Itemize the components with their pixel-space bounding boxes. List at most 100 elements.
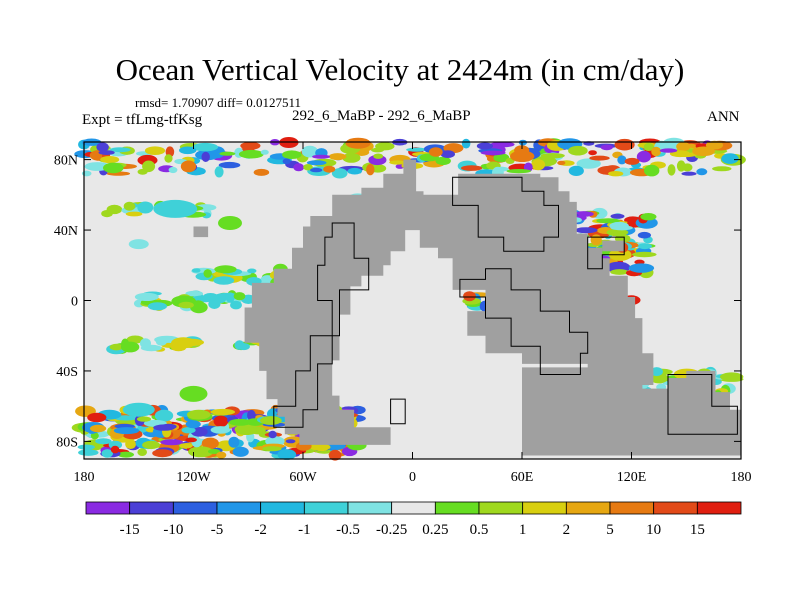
velocity-patch xyxy=(696,168,708,176)
velocity-patch xyxy=(667,164,676,176)
velocity-patch xyxy=(277,449,297,460)
stats-text: rmsd= 1.70907 diff= 0.0127511 xyxy=(135,95,301,110)
velocity-patch xyxy=(160,423,177,430)
velocity-patch xyxy=(312,154,331,159)
coastline xyxy=(459,268,589,375)
velocity-patch xyxy=(137,448,147,456)
velocity-patch xyxy=(651,146,661,157)
colorbar-swatch xyxy=(522,501,567,515)
chart-title: Ocean Vertical Velocity at 2424m (in cm/… xyxy=(115,52,685,87)
velocity-patch xyxy=(140,338,151,349)
velocity-patch xyxy=(208,449,221,454)
velocity-patch xyxy=(373,153,384,159)
velocity-patch xyxy=(179,146,197,155)
velocity-patch xyxy=(606,228,629,237)
velocity-patch xyxy=(152,449,173,458)
velocity-patch xyxy=(596,218,621,224)
velocity-patch xyxy=(476,142,493,150)
velocity-patch xyxy=(214,166,224,178)
colorbar-swatch xyxy=(260,501,305,515)
velocity-patch xyxy=(540,153,565,159)
y-tick-label: 80N xyxy=(54,154,78,169)
velocity-patch xyxy=(110,147,131,153)
x-tick-label: 120E xyxy=(617,470,647,485)
velocity-patch xyxy=(721,153,739,164)
velocity-patch xyxy=(216,451,227,459)
velocity-patch xyxy=(218,161,241,169)
colorbar-label: -2 xyxy=(254,522,267,538)
colorbar-swatch xyxy=(565,501,611,515)
velocity-patch xyxy=(624,157,640,165)
velocity-patch xyxy=(406,147,428,152)
velocity-patch xyxy=(81,170,92,177)
colorbar-label: 1 xyxy=(519,522,527,538)
x-tick-label: 180 xyxy=(731,470,752,485)
velocity-patch xyxy=(219,151,236,156)
velocity-patch xyxy=(210,408,236,416)
velocity-patch xyxy=(156,338,167,346)
colorbar-label: -1 xyxy=(298,522,311,538)
velocity-patch xyxy=(137,201,154,214)
velocity-patch xyxy=(306,160,327,166)
colorbar-label: -10 xyxy=(163,522,183,538)
velocity-patch xyxy=(347,167,363,175)
velocity-patch xyxy=(142,440,161,450)
colorbar-label: 10 xyxy=(646,522,661,538)
velocity-patch xyxy=(77,444,95,450)
velocity-patch xyxy=(213,276,235,285)
velocity-patch xyxy=(225,292,235,303)
velocity-patch xyxy=(185,290,203,297)
velocity-patch xyxy=(178,301,194,309)
land-continent-main xyxy=(244,159,654,445)
velocity-patch xyxy=(95,438,112,445)
velocity-patch xyxy=(260,416,282,425)
velocity-patch xyxy=(371,147,384,153)
case-label: 292_6_MaBP - 292_6_MaBP xyxy=(292,108,471,124)
coastlines xyxy=(273,176,738,435)
velocity-patch xyxy=(218,216,242,231)
velocity-patch xyxy=(247,409,256,421)
velocity-patch xyxy=(210,426,231,434)
velocity-patch xyxy=(428,147,443,157)
coastline xyxy=(273,222,370,428)
velocity-patch xyxy=(692,146,715,157)
velocity-patch xyxy=(181,427,196,434)
velocity-patch xyxy=(282,158,291,165)
velocity-patch xyxy=(531,159,546,171)
velocity-patch xyxy=(186,409,211,420)
experiment-label: Expt = tfLmg-tfKsg xyxy=(82,112,203,128)
velocity-patch xyxy=(128,239,149,250)
velocity-patch xyxy=(600,144,613,151)
velocity-patch xyxy=(720,372,744,382)
y-tick-label: 40N xyxy=(54,224,78,239)
velocity-patch xyxy=(168,166,178,174)
colorbar-label: -5 xyxy=(211,522,224,538)
colorbar-swatch xyxy=(609,501,655,515)
colorbar-label: 0.5 xyxy=(470,522,489,538)
velocity-patch xyxy=(87,412,107,423)
velocity-patch xyxy=(610,225,633,231)
velocity-patch xyxy=(557,160,566,166)
colorbar-label: -0.5 xyxy=(336,522,360,538)
coastline xyxy=(667,374,738,435)
velocity-patch xyxy=(576,158,601,169)
coastline xyxy=(390,398,406,425)
y-tick-label: 40S xyxy=(56,365,78,380)
velocity-patch xyxy=(136,416,152,422)
velocity-patch xyxy=(179,385,208,402)
velocity-patch xyxy=(113,427,140,435)
colorbar-swatch xyxy=(303,501,349,515)
velocity-patch xyxy=(188,446,214,458)
colorbar-swatch xyxy=(696,501,742,515)
x-tick-label: 180 xyxy=(74,470,95,485)
velocity-patch xyxy=(589,155,610,161)
velocity-patch xyxy=(260,149,269,155)
velocity-patch xyxy=(233,292,246,301)
velocity-patch xyxy=(214,265,237,274)
velocity-patch xyxy=(440,150,455,159)
colorbar-swatch xyxy=(391,501,436,515)
velocity-patch xyxy=(637,231,652,239)
map-plot-area xyxy=(71,137,746,461)
x-tick-label: 60E xyxy=(511,470,534,485)
velocity-patch xyxy=(106,204,123,215)
